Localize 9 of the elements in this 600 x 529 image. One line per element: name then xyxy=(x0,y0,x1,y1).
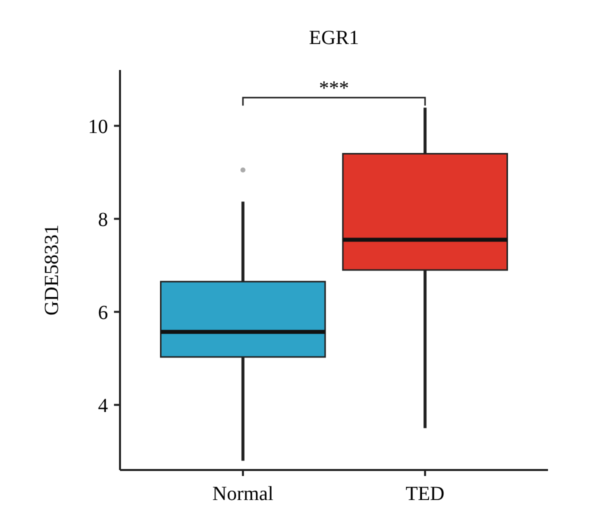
x-tick-label: TED xyxy=(406,483,445,505)
y-tick-label: 6 xyxy=(98,302,108,324)
y-tick-label: 8 xyxy=(98,208,108,231)
y-tick-label: 10 xyxy=(88,116,108,138)
y-tick-label: 4 xyxy=(98,394,108,417)
x-tick-label: Normal xyxy=(212,483,274,505)
y-axis-title: GDE58331 xyxy=(41,224,63,316)
annotation: *** xyxy=(319,78,349,100)
chart-title: EGR1 xyxy=(309,27,359,49)
